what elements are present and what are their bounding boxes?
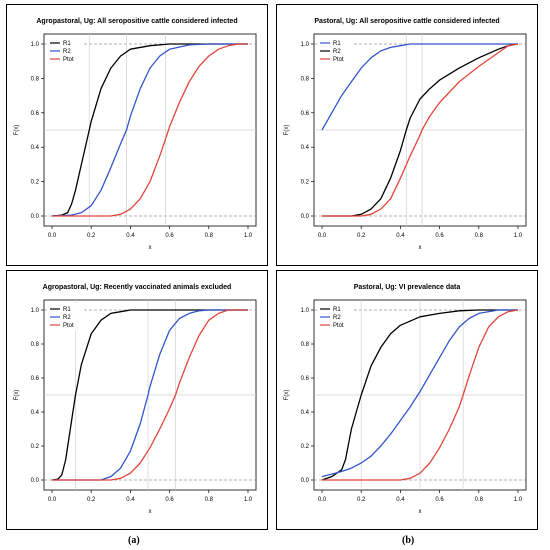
y-tick-label: 0.6 bbox=[301, 376, 310, 382]
series-line-ptot bbox=[52, 43, 248, 217]
series-line-ptot bbox=[322, 43, 519, 217]
y-tick-label: 1.0 bbox=[301, 42, 310, 48]
x-tick-label: 0.4 bbox=[396, 497, 405, 503]
series-line-r2 bbox=[321, 309, 518, 478]
y-tick-label: 0.8 bbox=[31, 76, 40, 82]
series-line-r1 bbox=[321, 309, 518, 481]
y-tick-label: 0.2 bbox=[31, 444, 40, 450]
y-axis-label: F(x) bbox=[14, 125, 20, 136]
y-tick-label: 0.8 bbox=[31, 342, 40, 348]
legend-label: R1 bbox=[333, 41, 341, 47]
chart-plot: 0.0 0.2 0.4 0.6 0.8 1.0 0.0 0.2 0.4 0.6 0.8 1.0 x F(x… bbox=[14, 299, 257, 515]
chart-panel-1: Pastoral, Ug: All seropositive cattle co… bbox=[276, 4, 538, 266]
y-tick-label: 0.0 bbox=[301, 478, 310, 484]
series-line-r1 bbox=[51, 43, 248, 217]
x-tick-label: 0.2 bbox=[357, 497, 366, 503]
legend-label: R2 bbox=[333, 49, 341, 55]
legend-label: Ptot bbox=[63, 323, 74, 329]
x-axis-label: x bbox=[149, 509, 152, 515]
y-tick-label: 0.4 bbox=[31, 145, 40, 151]
legend-label: R1 bbox=[63, 41, 71, 47]
x-tick-label: 0.4 bbox=[126, 233, 135, 239]
legend-label: R1 bbox=[333, 307, 341, 313]
y-axis-label: F(x) bbox=[284, 125, 290, 136]
x-axis-label: x bbox=[419, 245, 422, 251]
x-tick-label: 1.0 bbox=[244, 233, 253, 239]
legend-label: Ptot bbox=[333, 323, 344, 329]
chart-title: Agropastoral, Ug: Recently vaccinated an… bbox=[42, 284, 232, 291]
chart-panel-0: Agropastoral, Ug: All seropositive cattl… bbox=[6, 4, 268, 266]
x-tick-label: 0.4 bbox=[126, 497, 135, 503]
x-tick-label: 0.2 bbox=[87, 497, 96, 503]
x-tick-label: 0.6 bbox=[165, 497, 174, 503]
series-line-ptot bbox=[322, 309, 519, 481]
chart-panel-2: Agropastoral, Ug: Recently vaccinated an… bbox=[6, 270, 268, 530]
y-tick-label: 0.6 bbox=[31, 376, 40, 382]
y-tick-label: 0.0 bbox=[31, 214, 40, 220]
series-line-r1 bbox=[51, 309, 248, 481]
chart-plot: 0.0 0.2 0.4 0.6 0.8 1.0 0.0 0.2 0.4 0.6 0.8 1.0 x F(x… bbox=[14, 33, 257, 251]
series-line-ptot bbox=[52, 309, 248, 481]
sublabel-b: (b) bbox=[402, 535, 415, 546]
y-tick-label: 0.4 bbox=[31, 410, 40, 416]
x-tick-label: 0.4 bbox=[396, 233, 405, 239]
x-axis-label: x bbox=[149, 245, 152, 251]
y-tick-label: 0.2 bbox=[301, 180, 310, 186]
panel-border bbox=[276, 270, 538, 530]
x-tick-label: 1.0 bbox=[514, 497, 523, 503]
y-axis-label: F(x) bbox=[14, 390, 20, 401]
y-tick-label: 0.4 bbox=[301, 145, 310, 151]
x-tick-label: 0.8 bbox=[475, 497, 484, 503]
series-line-r2 bbox=[322, 43, 519, 217]
x-axis-label: x bbox=[419, 509, 422, 515]
legend-label: Ptot bbox=[63, 57, 74, 63]
x-tick-label: 0.0 bbox=[48, 233, 57, 239]
series-line-r2 bbox=[51, 43, 248, 217]
x-tick-label: 0.0 bbox=[318, 497, 327, 503]
legend-label: R2 bbox=[333, 315, 341, 321]
y-tick-label: 0.8 bbox=[301, 76, 310, 82]
series-line-r1 bbox=[321, 43, 518, 131]
chart-title: Agropastoral, Ug: All seropositive cattl… bbox=[36, 18, 238, 25]
panel-border bbox=[276, 4, 538, 266]
x-tick-label: 0.0 bbox=[318, 233, 327, 239]
legend-label: Ptot bbox=[333, 57, 344, 63]
y-tick-label: 0.6 bbox=[31, 111, 40, 117]
x-tick-label: 0.8 bbox=[205, 497, 214, 503]
chart-title: Pastoral, Ug: VI prevalence data bbox=[353, 284, 461, 291]
series-line-r2 bbox=[52, 309, 248, 481]
chart-panel-3: Pastoral, Ug: VI prevalence data 0.0 0.2 0… bbox=[276, 270, 538, 530]
y-tick-label: 0.0 bbox=[31, 478, 40, 484]
y-tick-label: 0.2 bbox=[301, 444, 310, 450]
y-tick-label: 0.0 bbox=[301, 214, 310, 220]
chart-plot: 0.0 0.2 0.4 0.6 0.8 1.0 0.0 0.2 0.4 0.6 0.8 1.0 x F(x… bbox=[284, 299, 527, 515]
y-tick-label: 1.0 bbox=[31, 308, 40, 314]
y-tick-label: 1.0 bbox=[301, 308, 310, 314]
y-tick-label: 1.0 bbox=[31, 42, 40, 48]
x-tick-label: 1.0 bbox=[514, 233, 523, 239]
x-tick-label: 1.0 bbox=[244, 497, 253, 503]
chart-title: Pastoral, Ug: All seropositive cattle co… bbox=[314, 18, 500, 25]
legend-label: R1 bbox=[63, 307, 71, 313]
legend-label: R2 bbox=[63, 315, 71, 321]
chart-plot: 0.0 0.2 0.4 0.6 0.8 1.0 0.0 0.2 0.4 0.6 0.8 1.0 x F(x… bbox=[284, 33, 527, 251]
y-tick-label: 0.6 bbox=[301, 111, 310, 117]
x-tick-label: 0.6 bbox=[165, 233, 174, 239]
y-tick-label: 0.2 bbox=[31, 180, 40, 186]
x-tick-label: 0.2 bbox=[87, 233, 96, 239]
x-tick-label: 0.0 bbox=[48, 497, 57, 503]
legend-label: R2 bbox=[63, 49, 71, 55]
panel-border bbox=[6, 270, 268, 530]
y-axis-label: F(x) bbox=[284, 390, 290, 401]
x-tick-label: 0.8 bbox=[205, 233, 214, 239]
x-tick-label: 0.8 bbox=[475, 233, 484, 239]
y-tick-label: 0.8 bbox=[301, 342, 310, 348]
x-tick-label: 0.6 bbox=[435, 233, 444, 239]
x-tick-label: 0.6 bbox=[435, 497, 444, 503]
y-tick-label: 0.4 bbox=[301, 410, 310, 416]
sublabel-a: (a) bbox=[128, 535, 140, 546]
panel-border bbox=[6, 4, 268, 266]
x-tick-label: 0.2 bbox=[357, 233, 366, 239]
